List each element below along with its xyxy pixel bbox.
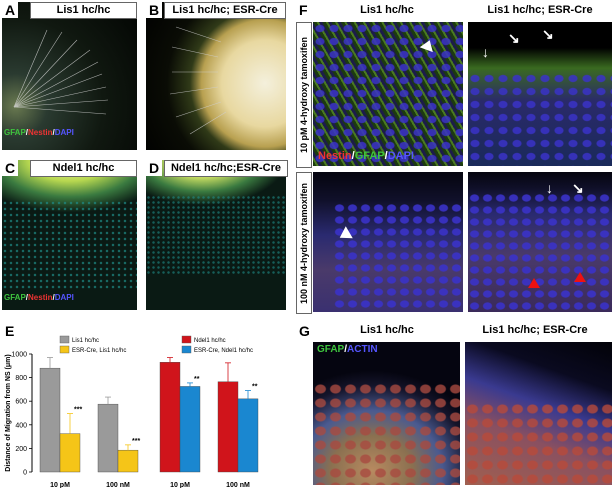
panel-g-letter: G: [296, 323, 313, 339]
bar: [117, 449, 139, 473]
legend-label: ESR-Cre, Ndel1 hc/hc: [194, 348, 253, 354]
panel-g-col2-title: Lis1 hc/hc; ESR-Cre: [460, 323, 610, 338]
panel-a-title: Lis1 hc/hc: [30, 2, 137, 19]
arrow-down-icon: ↓: [546, 180, 553, 196]
legend-dapi: DAPI: [54, 293, 74, 302]
panel-b-title: Lis1 hc/hc; ESR-Cre: [164, 2, 286, 19]
panel-a-letter: A: [2, 2, 19, 18]
panel-d-title: Ndel1 hc/hc;ESR-Cre: [164, 160, 288, 177]
legend-nestin: Nestin: [28, 293, 53, 302]
legend-label: ESR-Cre, Lis1 hc/hc: [72, 348, 126, 354]
bar: [159, 362, 181, 473]
panel-g-col1-title: Lis1 hc/hc: [332, 323, 442, 338]
arrowhead-icon: [528, 278, 540, 288]
bar: [59, 433, 81, 473]
y-tick-label: 0: [23, 470, 27, 477]
legend-gfap: GFAP: [354, 150, 385, 162]
panel-f-image-3: [313, 172, 463, 312]
legend-actin: ACTIN: [347, 344, 378, 355]
y-axis-label: Distance of Migration from NS (μm): [5, 354, 12, 471]
panel-f-nuclei-1: [313, 22, 463, 166]
panel-d-image: [146, 160, 286, 310]
panel-f-image-2: ↓ ↘ ↘: [468, 22, 612, 166]
y-tick-label: 600: [15, 399, 27, 406]
panel-g-nuclei-1: [313, 382, 460, 485]
legend-gfap: GFAP: [4, 293, 26, 302]
panel-f-image-4: ↓ ↘: [468, 172, 612, 312]
x-tick-label: 100 nM: [226, 482, 250, 488]
panel-c-legend: GFAP/Nestin/DAPI: [4, 293, 74, 302]
panel-e-letter: E: [2, 323, 18, 339]
legend-swatch: [59, 335, 70, 344]
arrow-down-icon: ↘: [572, 180, 584, 196]
panel-c-title: Ndel1 hc/hc: [30, 160, 137, 177]
panel-f-image-1: [313, 22, 463, 166]
legend-dapi: DAPI: [54, 128, 74, 137]
arrow-down-icon: ↘: [508, 30, 520, 46]
y-tick-label: 800: [15, 375, 27, 382]
panel-g-image-1: [313, 342, 460, 485]
y-tick-label: 400: [15, 422, 27, 429]
bar: [237, 398, 259, 473]
legend-swatch: [181, 335, 192, 344]
arrow-down-icon: ↘: [542, 26, 554, 42]
panel-f-row1-label: 10 pM 4-hydroxy tamoxifen: [296, 22, 312, 168]
legend-gfap: GFAP: [4, 128, 26, 137]
panel-f-nuclei-4: [468, 192, 612, 312]
significance-label: ***: [132, 438, 140, 445]
panel-g-image-2: [465, 342, 612, 485]
panel-g-nuclei-2: [465, 402, 612, 485]
x-tick-label: 10 pM: [50, 482, 70, 488]
y-tick-label: 1000: [11, 352, 27, 359]
panel-b-letter: B: [146, 2, 163, 18]
significance-label: **: [194, 376, 200, 383]
legend-swatch: [59, 345, 70, 354]
bar: [217, 381, 239, 473]
legend-nestin: Nestin: [28, 128, 53, 137]
legend-gfap: GFAP: [317, 344, 345, 355]
panel-f-nuclei-2: [468, 72, 612, 166]
panel-c-letter: C: [2, 160, 19, 176]
x-tick-label: 100 nM: [106, 482, 130, 488]
panel-a-legend: GFAP/Nestin/DAPI: [4, 128, 74, 137]
panel-f-letter: F: [296, 2, 311, 18]
bar: [179, 386, 201, 473]
legend-label: Lis1 hc/hc: [72, 338, 99, 344]
panel-a-radial-lines: [13, 29, 109, 115]
panel-f-nuclei-3: [333, 202, 463, 312]
panel-g-legend: GFAP/ACTIN: [317, 344, 378, 355]
significance-label: ***: [74, 407, 82, 414]
significance-label: **: [252, 384, 258, 391]
legend-dapi: DAPI: [387, 150, 414, 162]
x-tick-label: 10 pM: [170, 482, 190, 488]
arrow-down-icon: ↓: [482, 44, 489, 60]
panel-f-row2-label: 100 nM 4-hydroxy tamoxifen: [296, 172, 312, 314]
legend-swatch: [181, 345, 192, 354]
panel-f-col2-title: Lis1 hc/hc; ESR-Cre: [468, 3, 612, 18]
panel-c-image: [2, 160, 137, 310]
panel-c-cells: [2, 200, 137, 290]
panel-a-image: [2, 2, 137, 150]
panel-d-letter: D: [146, 160, 163, 176]
bar: [97, 403, 119, 473]
legend-nestin: Nestin: [318, 150, 352, 162]
panel-d-cells: [146, 195, 286, 275]
arrowhead-icon: [574, 272, 586, 282]
bar: [39, 367, 61, 473]
panel-f-col1-title: Lis1 hc/hc: [332, 3, 442, 18]
panel-b-image: [146, 2, 286, 150]
legend-label: Ndel1 hc/hc: [194, 338, 226, 344]
y-tick-label: 200: [15, 446, 27, 453]
panel-b-radial-lines: [169, 26, 227, 135]
panel-f-legend: Nestin/GFAP/DAPI: [318, 150, 414, 162]
